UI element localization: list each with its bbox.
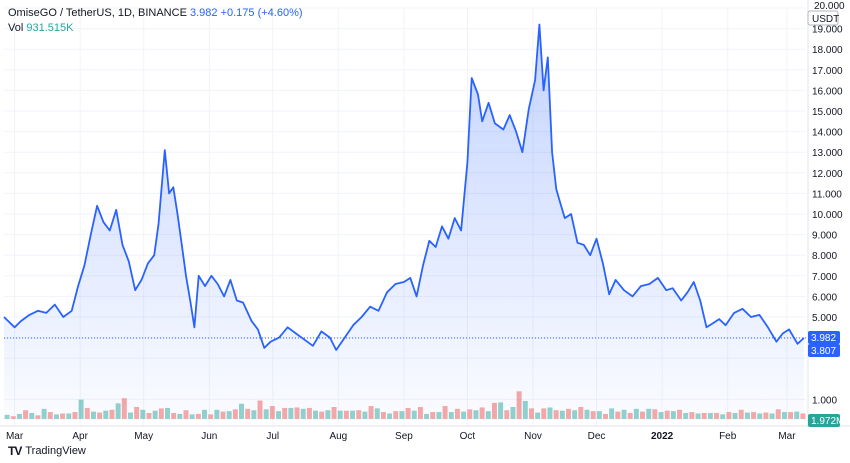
price-badge xyxy=(808,331,840,345)
tradingview-logo-icon: TV xyxy=(8,444,22,458)
x-tick-label: 2022 xyxy=(651,431,674,442)
x-tick-label: Apr xyxy=(72,431,88,442)
price-badge xyxy=(808,344,840,358)
y-tick-label: 1.000 xyxy=(812,395,837,406)
y-tick-label: 5.000 xyxy=(812,313,837,324)
y-tick-label: 16.000 xyxy=(812,86,843,97)
x-tick-label: Sep xyxy=(395,431,413,442)
y-tick-label: 18.000 xyxy=(812,45,843,56)
x-tick-label: Jul xyxy=(266,431,279,442)
y-tick-label: 9.000 xyxy=(812,231,837,242)
price-change: +0.175 (+4.60%) xyxy=(220,7,303,19)
y-tick-label: 19.000 xyxy=(812,25,843,36)
x-tick-label: Oct xyxy=(460,431,476,442)
y-tick-label: 13.000 xyxy=(812,148,843,159)
x-tick-label: Jun xyxy=(201,431,217,442)
y-tick-label: 14.000 xyxy=(812,128,843,139)
y-tick-label: 11.000 xyxy=(812,189,842,200)
price-line xyxy=(3,23,805,351)
x-tick-label: Feb xyxy=(719,431,737,442)
y-tick-label: 8.000 xyxy=(812,251,837,262)
y-tick-label: 17.000 xyxy=(812,66,843,77)
price-area xyxy=(4,24,804,420)
price-badge-label: 3.807 xyxy=(811,346,836,357)
x-tick-label: Aug xyxy=(329,431,347,442)
price-value: 3.982 xyxy=(189,7,218,19)
price-badge-label: 3.982 xyxy=(811,333,836,344)
y-tick-label: 6.000 xyxy=(812,292,837,303)
currency-label: USDT xyxy=(812,14,839,25)
currency-badge xyxy=(807,10,839,26)
x-tick-label: Nov xyxy=(524,431,542,442)
y-tick-label: 20.000 xyxy=(814,1,845,12)
volume-value: 931.515K xyxy=(26,22,74,34)
y-tick-label: 7.000 xyxy=(812,272,837,283)
x-tick-label: May xyxy=(134,431,153,442)
x-tick-label: Mar xyxy=(6,431,24,442)
price-badge-label: 1.972M xyxy=(811,416,844,427)
y-tick-label: 15.000 xyxy=(812,107,843,118)
x-tick-label: Dec xyxy=(588,431,606,442)
x-tick-label: Mar xyxy=(778,431,796,442)
symbol-label: OmiseGO / TetherUS, 1D, BINANCE xyxy=(8,7,187,19)
y-tick-label: 10.000 xyxy=(812,210,843,221)
volume-label: Vol xyxy=(8,22,24,34)
price-badge xyxy=(808,414,840,427)
chart-legend: OmiseGO / TetherUS, 1D, BINANCE 3.982 +0… xyxy=(8,6,303,36)
tradingview-branding[interactable]: TV TradingView xyxy=(8,444,86,458)
y-tick-label: 12.000 xyxy=(812,169,843,180)
tradingview-brand-label: TradingView xyxy=(25,445,86,457)
